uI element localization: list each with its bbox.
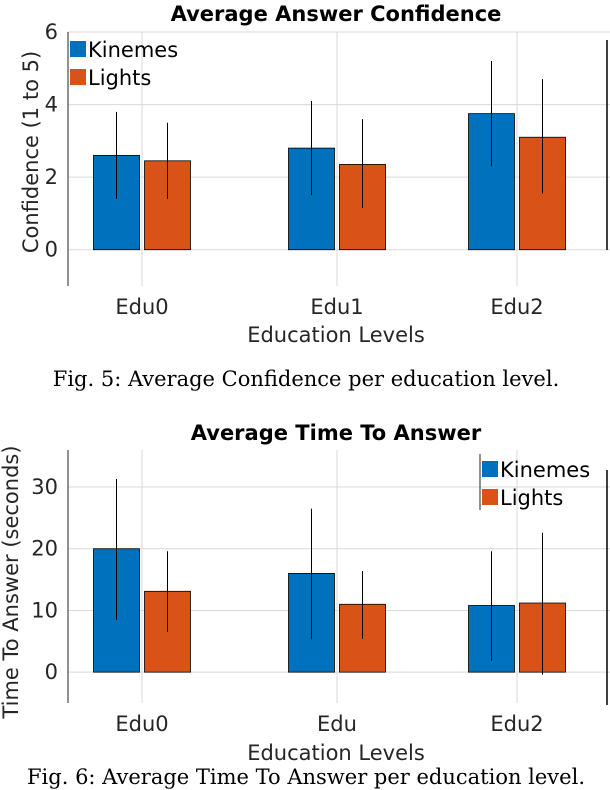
legend: Kinemes Lights <box>479 454 590 510</box>
legend-label-lights: Lights <box>88 66 151 90</box>
y-axis-label: Time To Answer (seconds) <box>0 445 23 719</box>
chart-title: Average Time To Answer <box>191 421 482 445</box>
x-tick-label: Edu0 <box>115 295 168 319</box>
legend-swatch-lights <box>70 69 86 85</box>
legend-swatch-kinemes <box>482 461 498 477</box>
legend-label-lights: Lights <box>500 486 563 510</box>
y-tick-label: 0 <box>45 660 58 684</box>
legend-label-kinemes: Kinemes <box>88 38 178 62</box>
chart-title: Average Answer Confidence <box>171 2 502 26</box>
confidence-chart: Average Answer Confidence Education Leve… <box>19 2 610 347</box>
x-tick-label: Edu1 <box>310 295 363 319</box>
legend-swatch-lights <box>482 489 498 505</box>
y-axis-label: Confidence (1 to 5) <box>19 51 43 253</box>
legend-swatch-kinemes <box>70 41 86 57</box>
y-tick-label: 4 <box>45 93 58 117</box>
time-to-answer-chart: Average Time To Answer Education Levels … <box>0 421 610 765</box>
y-tick-label: 0 <box>45 238 58 262</box>
legend-label-kinemes: Kinemes <box>500 458 590 482</box>
x-tick-label: Edu2 <box>490 295 543 319</box>
figure-caption-6: Fig. 6: Average Time To Answer per educa… <box>27 765 585 789</box>
y-tick-label: 2 <box>45 165 58 189</box>
y-tick-label: 6 <box>45 20 58 44</box>
x-tick-label: Edu0 <box>115 712 168 736</box>
x-axis-label: Education Levels <box>247 741 425 765</box>
y-tick-label: 20 <box>31 537 58 561</box>
x-axis-label: Education Levels <box>247 323 425 347</box>
figure-caption-5: Fig. 5: Average Confidence per education… <box>53 367 560 391</box>
y-tick-label: 30 <box>31 475 58 499</box>
x-tick-label: Edu2 <box>490 712 543 736</box>
x-tick-label: Edu <box>317 712 357 736</box>
legend: Kinemes Lights <box>67 34 178 90</box>
y-tick-label: 10 <box>31 598 58 622</box>
